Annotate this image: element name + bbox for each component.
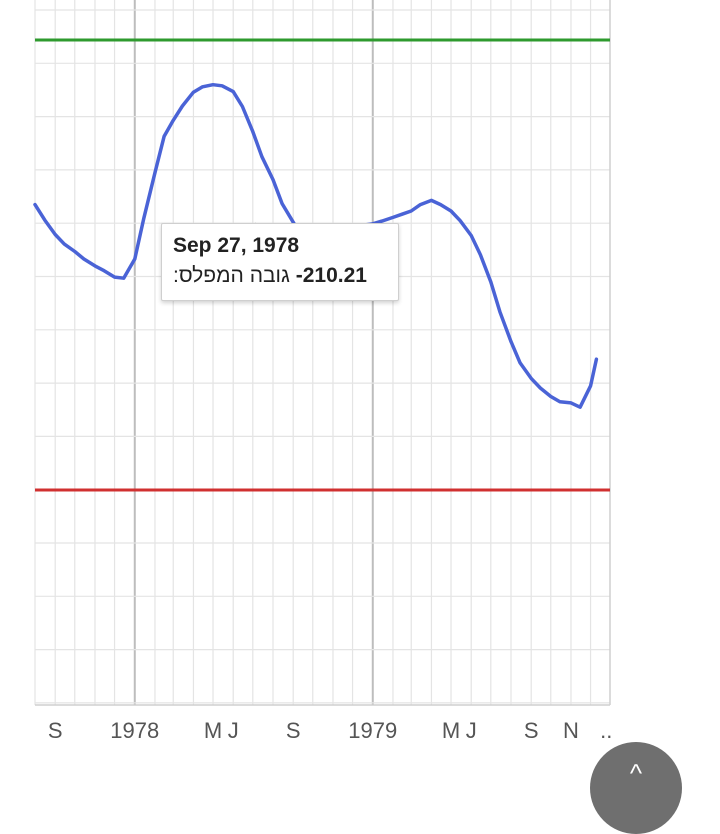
reference-lines — [35, 38, 610, 492]
tooltip-value: -210.21 — [295, 264, 367, 287]
tooltip-row: גובה המפלס: -210.21 — [173, 263, 387, 289]
x-tick-label: J — [466, 718, 477, 743]
chart: S 1978 M J S 1979 M J S N.. Sep 27, 1978 גובה המפ… — [33, 0, 612, 743]
x-axis-ticks: S 1978 M J S 1979 M J S N.. — [48, 718, 612, 743]
x-tick-label: J — [228, 718, 239, 743]
x-tick-label: .. — [600, 718, 612, 743]
x-tick-label: M — [204, 718, 222, 743]
x-tick-label: 1979 — [348, 718, 397, 743]
x-tick-label: S — [286, 718, 301, 743]
scroll-up-button[interactable]: ^ — [590, 742, 682, 834]
x-tick-label: S — [48, 718, 63, 743]
x-tick-label: S — [524, 718, 539, 743]
tooltip: Sep 27, 1978 גובה המפלס: -210.21 — [161, 223, 399, 301]
tooltip-label: גובה המפלס: — [173, 264, 290, 287]
chevron-up-icon: ^ — [629, 758, 643, 788]
tooltip-date: Sep 27, 1978 — [173, 234, 300, 257]
grid — [34, 0, 611, 706]
chart-svg: S 1978 M J S 1979 M J S N.. — [33, 0, 612, 743]
x-tick-label: N — [563, 718, 579, 743]
x-tick-label: 1978 — [110, 718, 159, 743]
x-tick-label: M — [442, 718, 460, 743]
